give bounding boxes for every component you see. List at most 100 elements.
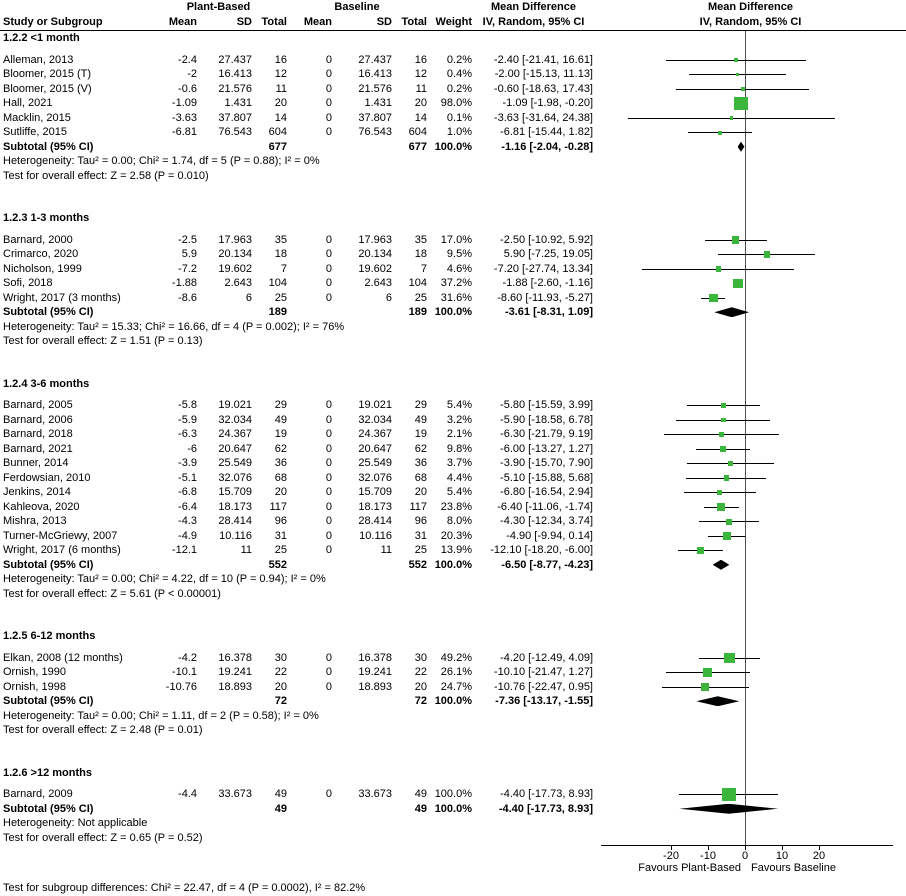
section-gap: [0, 738, 906, 766]
section-gap: [0, 601, 906, 629]
plant-mean: -4.9: [178, 529, 197, 542]
baseline-total: 36: [414, 457, 427, 469]
study-name: Hall, 2021: [3, 97, 53, 109]
md-ci-text: -8.60 [-11.93, -5.27]: [497, 291, 593, 304]
baseline-total: 62: [414, 442, 427, 455]
plant-total: 31: [274, 529, 287, 542]
baseline-sd: 19.021: [358, 399, 392, 411]
baseline-sd: 20.647: [358, 442, 392, 455]
weight: 100.0%: [434, 695, 472, 707]
study-name: Sutliffe, 2015: [3, 126, 68, 138]
axis-tick-label: -20: [663, 850, 679, 862]
study-row: Bunner, 2014 -3.9 25.549 36 0 25.549 36 3.7% -3.…: [0, 456, 906, 471]
baseline-sd: 18.173: [358, 500, 392, 513]
effect-square: [715, 266, 721, 272]
plant-sd: 19.241: [218, 666, 252, 678]
baseline-sd: 15.709: [358, 486, 392, 498]
overall-effect-row: Test for overall effect: Z = 5.61 (P < 0…: [0, 587, 906, 602]
header-spacer: [0, 0, 150, 15]
baseline-mean: 0: [325, 544, 332, 556]
md-ci-text: -5.80 [-15.59, 3.99]: [500, 399, 593, 411]
baseline-mean: 0: [325, 82, 332, 95]
baseline-total: 25: [414, 291, 427, 304]
blank-cell: [332, 305, 392, 320]
md-ci-text: -2.00 [-15.13, 11.13]: [494, 68, 593, 80]
baseline-total: 19: [414, 428, 427, 440]
effect-square: [708, 293, 718, 303]
favours-left-label: Favours Plant-Based: [638, 862, 741, 874]
plot-cell: [595, 334, 906, 349]
heterogeneity-row: Heterogeneity: Tau² = 15.33; Chi² = 16.6…: [0, 320, 906, 335]
study-name: Macklin, 2015: [3, 111, 71, 124]
study-name: Bloomer, 2015 (T): [3, 68, 92, 80]
plant-total: 677: [268, 140, 287, 153]
baseline-sd: 16.378: [358, 651, 392, 664]
plot-cell: [595, 723, 906, 738]
plant-sd: 16.378: [218, 651, 252, 664]
baseline-mean: 0: [325, 248, 332, 260]
study-row: Barnard, 2005 -5.8 19.021 29 0 19.021 29 5.4% -5…: [0, 398, 906, 413]
plant-sd: 33.673: [218, 788, 252, 800]
plot-cell: [595, 427, 906, 442]
study-name: Nicholson, 1999: [3, 262, 82, 275]
study-row: Ornish, 1998 -10.76 18.893 20 0 18.893 20 24.7%…: [0, 680, 906, 695]
md-ci-text: -0.60 [-18.63, 17.43]: [493, 82, 593, 95]
baseline-sd: 16.413: [358, 68, 392, 80]
subgroup-title-row: 1.2.3 1-3 months: [0, 211, 906, 226]
effect-square: [719, 445, 726, 453]
plant-sd: 28.414: [218, 515, 252, 527]
axis-tick-label: 10: [775, 850, 789, 862]
md-ci-text: -4.40 [-17.73, 8.93]: [500, 788, 593, 800]
baseline-sd: 25.549: [358, 457, 392, 469]
baseline-total: 604: [408, 126, 427, 138]
plant-total: 62: [274, 442, 287, 455]
baseline-mean: 0: [325, 97, 332, 109]
baseline-mean: 0: [325, 68, 332, 80]
plant-total: 29: [274, 399, 287, 411]
baseline-total: 22: [414, 666, 427, 678]
baseline-sd: 37.807: [358, 111, 392, 124]
study-row: Barnard, 2021 -6 20.647 62 0 20.647 62 9.8% -6.0…: [0, 442, 906, 457]
study-row: Nicholson, 1999 -7.2 19.602 7 0 19.602 7 4.6% -7…: [0, 262, 906, 277]
weight: 20.3%: [440, 529, 472, 542]
plot-cell: [595, 680, 906, 695]
blank-cell: [332, 140, 392, 155]
plant-mean: -10.76: [165, 680, 197, 693]
favours-right-label: Favours Baseline: [751, 862, 836, 874]
effect-square: [723, 532, 731, 540]
baseline-sd: 11: [380, 544, 392, 556]
effect-square: [701, 682, 710, 692]
baseline-total: 104: [408, 277, 427, 289]
study-row: Alleman, 2013 -2.4 27.437 16 0 27.437 16 0.2% -2…: [0, 53, 906, 68]
study-name: Wright, 2017 (3 months): [3, 291, 121, 304]
weight: 5.4%: [446, 486, 472, 498]
plant-sd: 16.413: [218, 68, 252, 80]
plot-cell: [595, 543, 906, 558]
x-axis-line: [601, 845, 893, 846]
weight: 0.1%: [446, 111, 472, 124]
plant-total: 11: [275, 82, 287, 95]
axis-tick-label: -10: [700, 850, 716, 862]
md-ci-text: -4.20 [-12.49, 4.09]: [500, 651, 593, 664]
study-row: Wright, 2017 (6 months) -12.1 11 25 0 11 25 13.…: [0, 543, 906, 558]
overall-effect-text: Test for overall effect: Z = 1.51 (P = 0…: [3, 335, 203, 347]
header-weight: Weight: [435, 16, 472, 28]
baseline-total: 96: [414, 515, 427, 527]
weight: 5.4%: [446, 399, 472, 411]
baseline-sd: 17.963: [358, 233, 392, 246]
study-row: Hall, 2021 -1.09 1.431 20 0 1.431 20 98.0% -1.09…: [0, 96, 906, 111]
plant-mean: -2: [187, 68, 197, 80]
subtotal-diamond: [737, 141, 745, 152]
plant-mean: -12.1: [171, 544, 197, 556]
plant-mean: -1.88: [171, 277, 197, 289]
md-ci-text: -1.09 [-1.98, -0.20]: [502, 97, 594, 109]
plot-cell: [595, 211, 906, 226]
overall-effect-text: Test for overall effect: Z = 2.48 (P = 0…: [3, 724, 203, 736]
weight: 49.2%: [440, 651, 472, 664]
plant-mean: -6.81: [171, 126, 197, 138]
baseline-mean: 0: [325, 399, 332, 411]
x-axis: Favours Plant-Based Favours Baseline -20…: [0, 845, 906, 875]
blank-cell: [287, 558, 332, 573]
header-study-col: Study or Subgroup: [3, 16, 103, 28]
blank-cell: [332, 802, 392, 817]
